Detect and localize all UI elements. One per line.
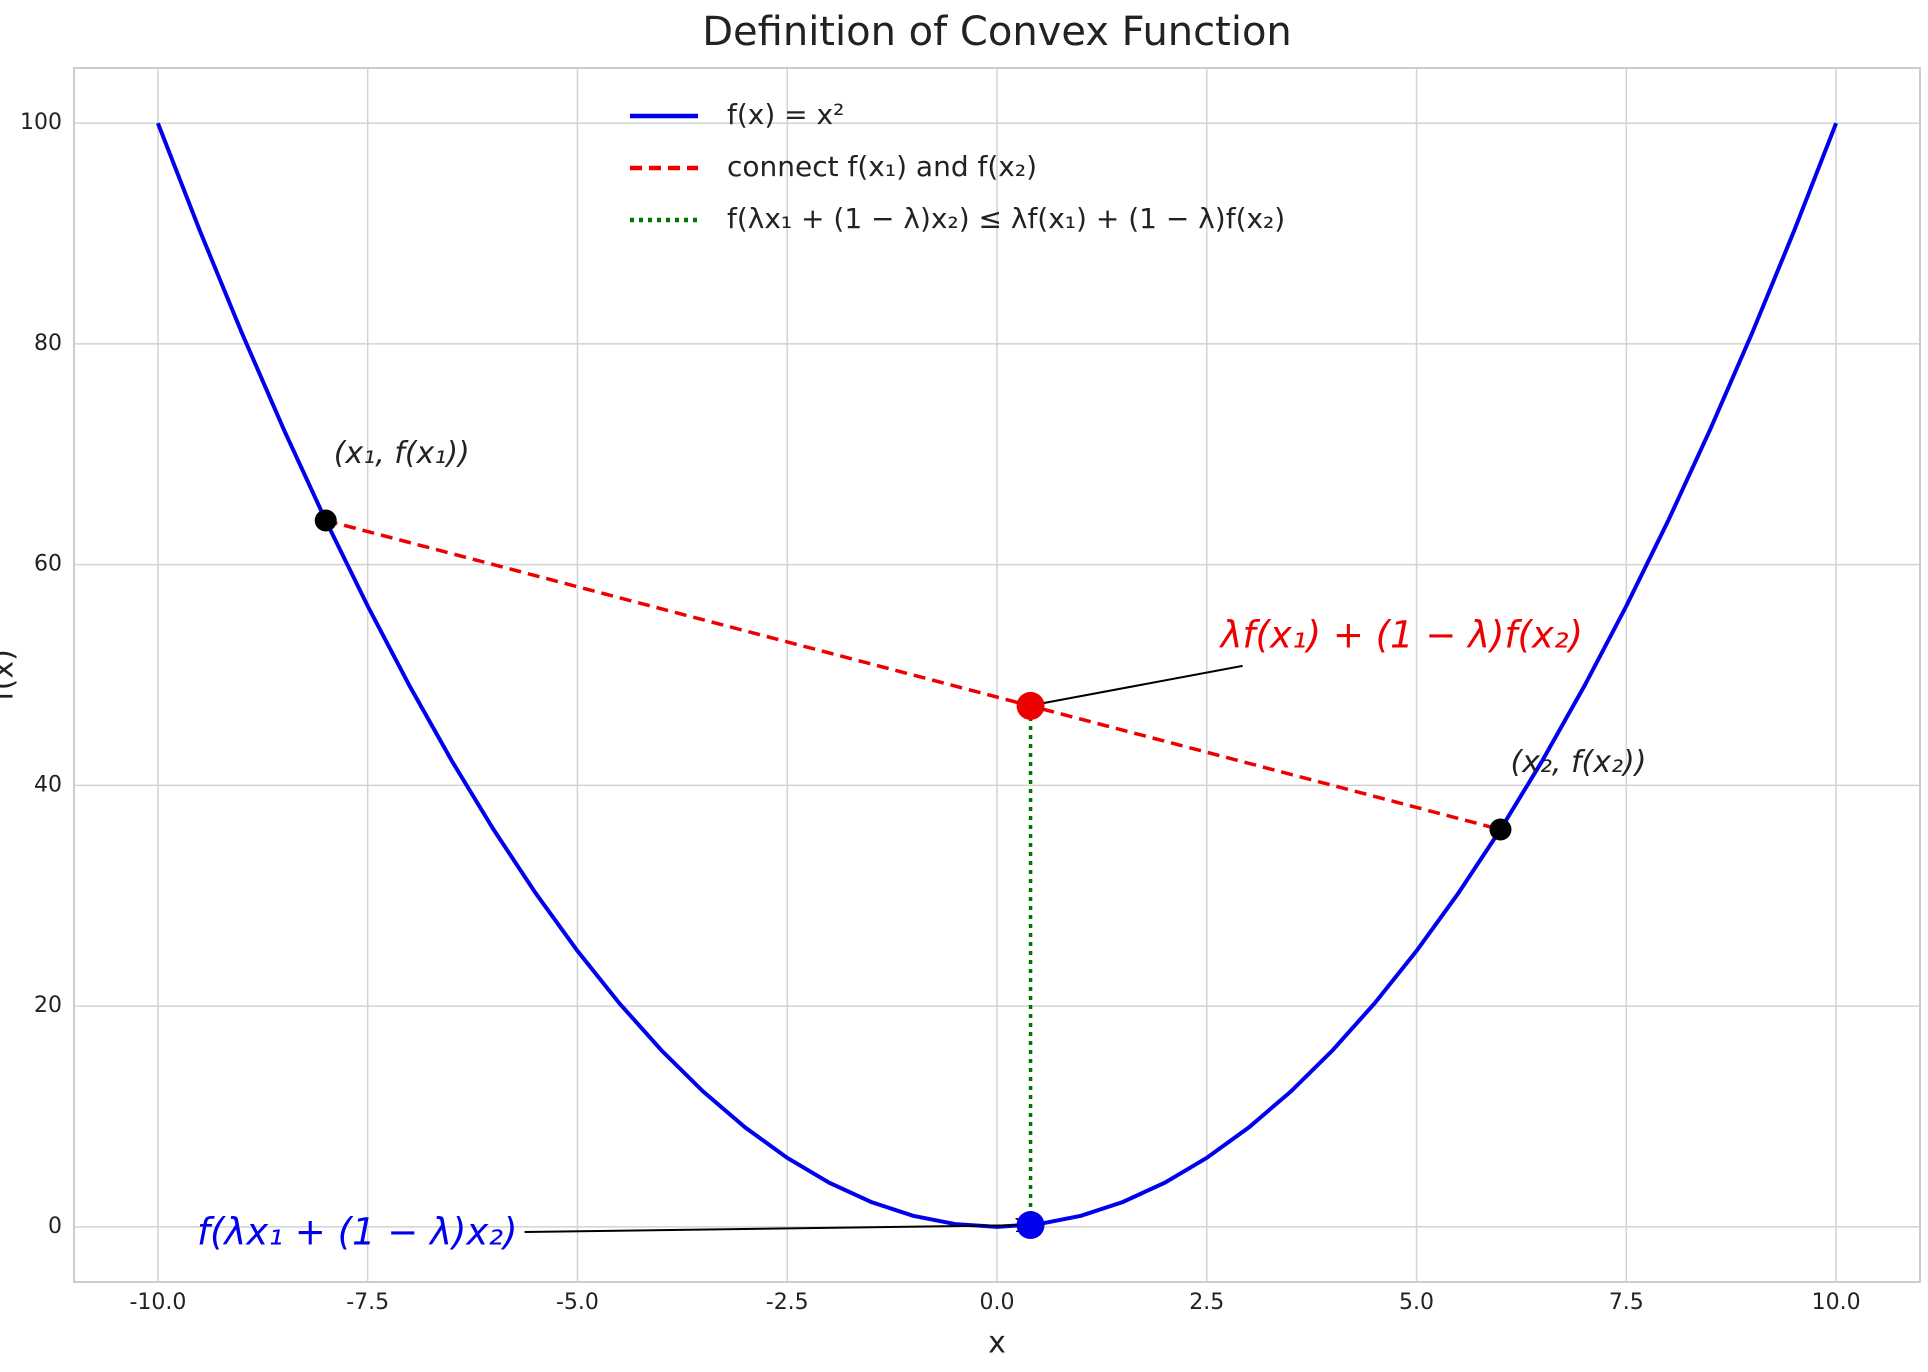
series-line (325, 518, 1501, 832)
x-tick-label: 10.0 (1812, 1290, 1861, 1315)
annotation: f(λx₁ + (1 − λ)x₂) (197, 1211, 518, 1254)
x-tick-label: 7.5 (1609, 1290, 1644, 1315)
annotation: (x₁, f(x₁)) (334, 436, 470, 471)
y-axis-label: f(x) (0, 649, 21, 701)
x-tick-label: -5.0 (556, 1290, 599, 1315)
series-line (156, 122, 1838, 1229)
x-tick-label: 5.0 (1399, 1290, 1434, 1315)
y-tick-label: 100 (20, 110, 62, 135)
point-marker (314, 509, 337, 532)
x-axis-label: x (988, 1326, 1006, 1361)
y-tick-label: 60 (34, 552, 62, 577)
x-tick-label: -2.5 (766, 1290, 809, 1315)
point-marker (1489, 818, 1512, 841)
y-tick-label: 80 (34, 331, 62, 356)
x-tick-label: -7.5 (346, 1290, 389, 1315)
legend-label: f(x) = x² (727, 98, 844, 131)
point-marker (1016, 691, 1045, 720)
legend-label: f(λx₁ + (1 − λ)x₂) ≤ λf(x₁) + (1 − λ)f(x… (727, 202, 1285, 235)
legend-label: connect f(x₁) and f(x₂) (727, 150, 1037, 183)
x-tick-label: -10.0 (129, 1290, 186, 1315)
x-tick-label: 2.5 (1189, 1290, 1224, 1315)
annotation: (x₂, f(x₂)) (1510, 745, 1646, 780)
y-tick-label: 0 (48, 1214, 62, 1239)
annotation: λf(x₁) + (1 − λ)f(x₂) (1219, 613, 1584, 656)
point-marker (1016, 1211, 1045, 1240)
y-tick-label: 40 (34, 772, 62, 797)
x-tick-label: 0.0 (980, 1290, 1015, 1315)
annotation-arrow (1029, 664, 1243, 706)
y-tick-label: 20 (34, 993, 62, 1018)
annotation-arrow (524, 1225, 1029, 1234)
chart-title: Definition of Convex Function (702, 9, 1292, 55)
plot-frame (73, 67, 1921, 1283)
